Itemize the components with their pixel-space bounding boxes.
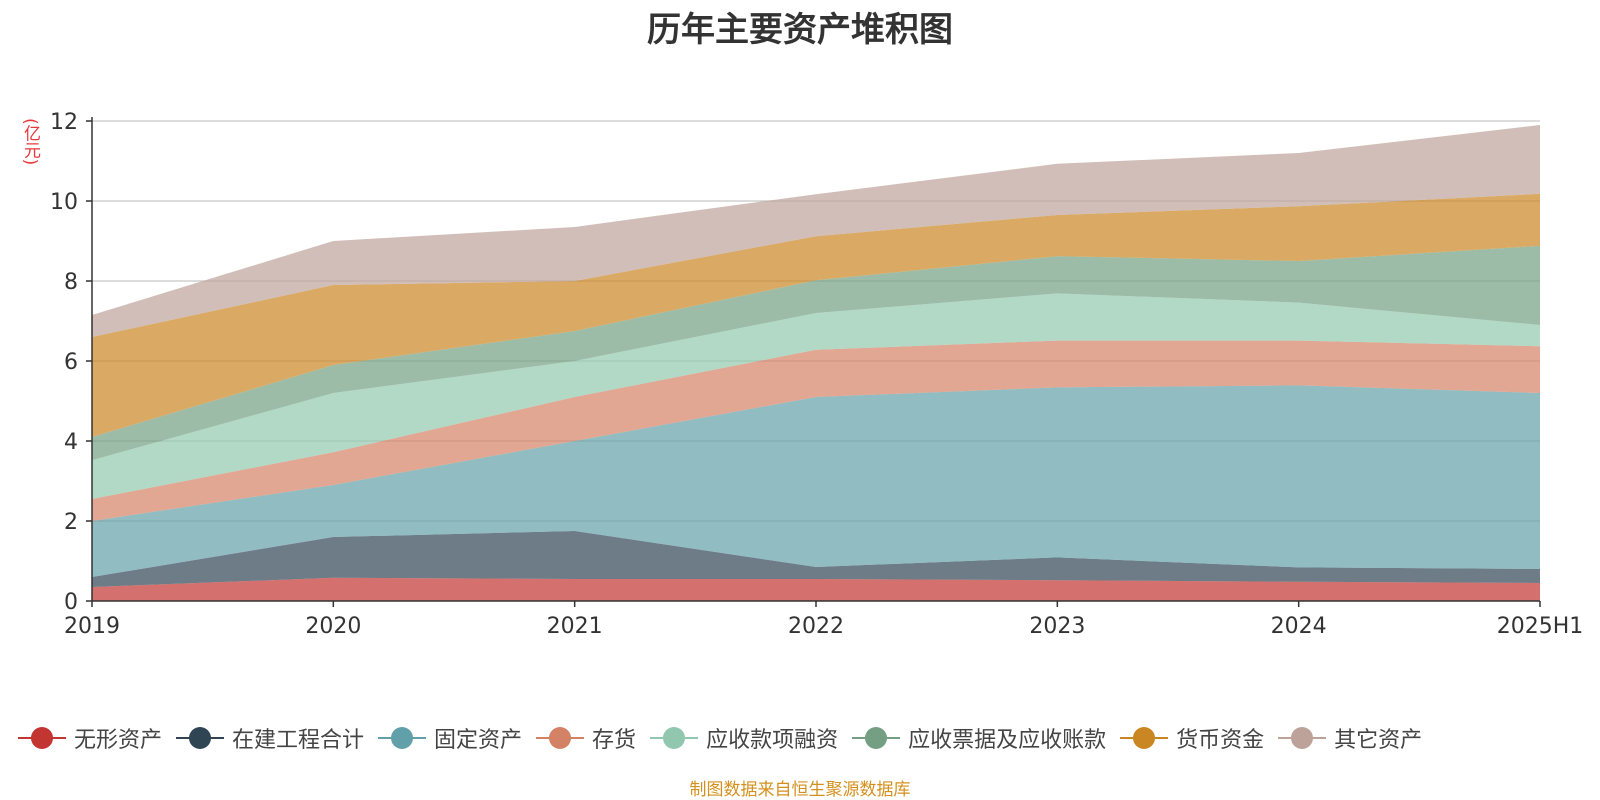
legend-item[interactable]: 在建工程合计 [176, 722, 364, 754]
legend-item[interactable]: 存货 [536, 722, 636, 754]
chart-title: 历年主要资产堆积图 [647, 10, 953, 50]
legend-marker-icon [650, 727, 699, 749]
legend-marker-icon [176, 727, 225, 749]
legend-item[interactable]: 无形资产 [18, 722, 162, 754]
x-tick-label: 2025H1 [1497, 614, 1584, 639]
y-tick-label: 6 [64, 350, 78, 375]
legend-label: 应收票据及应收账款 [908, 728, 1107, 753]
legend-label: 应收款项融资 [706, 728, 839, 753]
legend-label: 货币资金 [1176, 728, 1265, 753]
legend-marker-icon [18, 727, 66, 749]
legend-marker-icon [536, 727, 585, 749]
source-note: 制图数据来自恒生聚源数据库 [689, 780, 911, 800]
legend-label: 在建工程合计 [232, 728, 365, 753]
y-tick-label: 0 [64, 590, 78, 615]
x-tick-label: 2024 [1271, 614, 1327, 639]
area-series-5[interactable] [92, 245, 1540, 461]
axes: 0 2 4 6 8 10 12 2019 2020 2021 2022 2023 2024 2025H1 [50, 110, 1583, 639]
y-tick-label: 10 [50, 190, 78, 215]
legend: 无形资产 在建工程合计 固定资产 存货 应收款项融资 应收票据及应收账款 货币资金 其它资产 [18, 718, 1598, 758]
legend-label: 其它资产 [1334, 728, 1423, 753]
y-axis-unit-label: (亿元) [20, 118, 40, 166]
y-tick-label: 2 [64, 510, 78, 535]
legend-label: 存货 [592, 728, 637, 753]
legend-label: 固定资产 [434, 728, 523, 753]
area-series-4[interactable] [92, 293, 1540, 499]
legend-item[interactable]: 固定资产 [378, 722, 522, 754]
area-series-0[interactable] [92, 577, 1540, 601]
legend-label: 无形资产 [74, 728, 163, 753]
x-tick-label: 2019 [64, 614, 120, 639]
area-series-layer [92, 125, 1540, 601]
area-series-3[interactable] [92, 340, 1540, 521]
x-tick-label: 2023 [1029, 614, 1085, 639]
legend-item[interactable]: 货币资金 [1120, 722, 1264, 754]
area-series-2[interactable] [92, 385, 1540, 577]
area-series-6[interactable] [92, 193, 1540, 437]
legend-marker-icon [1278, 727, 1327, 749]
area-series-1[interactable] [92, 531, 1540, 587]
y-tick-label: 4 [64, 430, 78, 455]
legend-marker-icon [852, 727, 901, 749]
x-tick-label: 2022 [788, 614, 844, 639]
legend-item[interactable]: 其它资产 [1278, 722, 1422, 754]
y-tick-label: 12 [50, 110, 78, 135]
area-series-7[interactable] [92, 125, 1540, 337]
legend-item[interactable]: 应收票据及应收账款 [852, 722, 1106, 754]
legend-marker-icon [378, 727, 427, 749]
legend-item[interactable]: 应收款项融资 [650, 722, 838, 754]
x-tick-label: 2020 [305, 614, 361, 639]
legend-marker-icon [1120, 727, 1169, 749]
y-tick-label: 8 [64, 270, 78, 295]
x-tick-label: 2021 [547, 614, 603, 639]
